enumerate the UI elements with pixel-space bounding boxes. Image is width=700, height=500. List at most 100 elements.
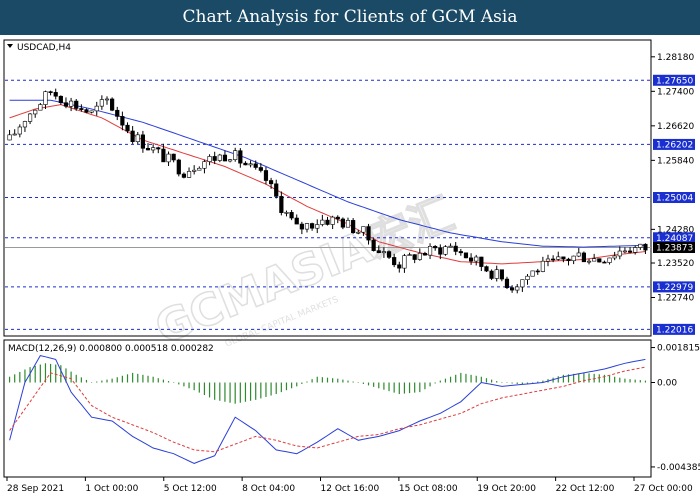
macd-histogram-bar — [603, 374, 606, 383]
candle-body — [581, 252, 586, 263]
macd-histogram-bar — [270, 382, 272, 396]
candle — [53, 88, 58, 100]
candle — [520, 279, 525, 292]
candle-body — [48, 91, 53, 93]
candle-body — [561, 256, 566, 260]
macd-histogram-bar — [111, 378, 113, 383]
candle — [479, 256, 484, 272]
macd-histogram-bar — [239, 382, 241, 403]
candle — [592, 253, 597, 262]
macd-histogram-bar — [537, 381, 539, 383]
candle — [186, 167, 192, 178]
macd-histogram-bar — [137, 373, 139, 383]
candle-body — [197, 167, 202, 171]
candle-body — [140, 134, 145, 149]
candle — [156, 146, 161, 154]
x-tick-label: 28 Sep 2021 — [7, 484, 64, 494]
level-label: 1.22979 — [656, 283, 693, 293]
level-label-bg — [653, 74, 695, 86]
candle — [284, 210, 289, 217]
candle — [22, 120, 28, 132]
price-tick-label: 1.22740 — [657, 294, 694, 304]
candle — [48, 90, 53, 96]
macd-histogram-bar — [142, 374, 144, 383]
header-bar: Chart Analysis for Clients of GCM Asia — [0, 0, 700, 35]
collapse-arrow-icon[interactable] — [7, 44, 13, 48]
level-label: 1.22016 — [656, 325, 693, 335]
candle-body — [166, 153, 171, 163]
macd-histogram-bar — [255, 382, 257, 400]
candle — [638, 243, 643, 250]
macd-histogram-bar — [80, 377, 82, 383]
candle — [427, 243, 433, 260]
candle — [530, 270, 535, 277]
candle-body — [627, 250, 633, 253]
candle — [135, 131, 140, 144]
price-tick-label: 1.25840 — [657, 156, 694, 166]
macd-histogram-bar — [449, 376, 452, 383]
candle-body — [151, 147, 156, 151]
price-panel — [3, 39, 652, 337]
macd-histogram-bar — [203, 382, 206, 396]
candle — [140, 130, 145, 153]
macd-histogram-bar — [347, 380, 349, 383]
macd-histogram-bar — [296, 382, 298, 387]
candle — [74, 99, 79, 111]
candle — [535, 268, 540, 275]
macd-histogram-bar — [408, 382, 411, 394]
candle-body — [402, 255, 407, 269]
candle-body — [443, 246, 448, 255]
candle-body — [356, 231, 361, 234]
macd-histogram-bar — [208, 382, 211, 398]
candle-body — [222, 154, 228, 162]
candle — [458, 248, 463, 256]
macd-histogram-bar — [475, 375, 477, 383]
macd-histogram-bar — [183, 382, 185, 387]
candle-body — [238, 150, 243, 164]
candle — [371, 238, 376, 252]
candle-body — [397, 264, 402, 269]
macd-histogram-bar — [147, 375, 149, 383]
candle — [515, 284, 520, 294]
macd-histogram-bar — [39, 364, 41, 383]
macd-histogram-bar — [644, 380, 647, 383]
candle-body — [33, 109, 38, 115]
candle — [412, 254, 417, 264]
candle-body — [371, 239, 376, 251]
candle — [484, 265, 489, 273]
x-tick-label: 15 Oct 08:00 — [399, 484, 458, 494]
candle-body — [181, 173, 187, 178]
macd-label: MACD(12,26,9) 0.000800 0.000518 0.000282 — [8, 344, 214, 354]
macd-histogram-bar — [388, 382, 390, 392]
macd-histogram-bar — [70, 371, 72, 383]
candle-body — [540, 260, 545, 272]
macd-histogram-bar — [465, 373, 467, 383]
candle-body — [315, 224, 320, 229]
candle-body — [248, 163, 253, 166]
macd-histogram-bar — [116, 377, 118, 383]
candle-body — [94, 105, 99, 112]
level-label: 1.26202 — [656, 140, 693, 150]
candle — [345, 217, 351, 228]
candle — [151, 144, 156, 154]
macd-histogram-bar — [75, 374, 77, 383]
candle-body — [253, 163, 258, 168]
candle-body — [186, 171, 192, 178]
current-price-label: 1.23873 — [656, 244, 693, 254]
macd-histogram-bar — [332, 378, 334, 383]
candle-body — [622, 250, 628, 253]
candle — [433, 245, 438, 251]
candle — [351, 218, 356, 234]
candle-body — [422, 252, 428, 256]
candle — [217, 153, 222, 163]
macd-histogram-bar — [588, 373, 590, 383]
candle — [212, 151, 217, 165]
candle — [643, 243, 648, 255]
candle — [438, 244, 443, 260]
macd-histogram-bar — [434, 382, 436, 384]
macd-histogram-bar — [367, 382, 370, 386]
candle — [407, 252, 412, 256]
macd-line — [9, 355, 646, 464]
macd-histogram-bar — [403, 382, 406, 394]
candle — [510, 285, 515, 293]
